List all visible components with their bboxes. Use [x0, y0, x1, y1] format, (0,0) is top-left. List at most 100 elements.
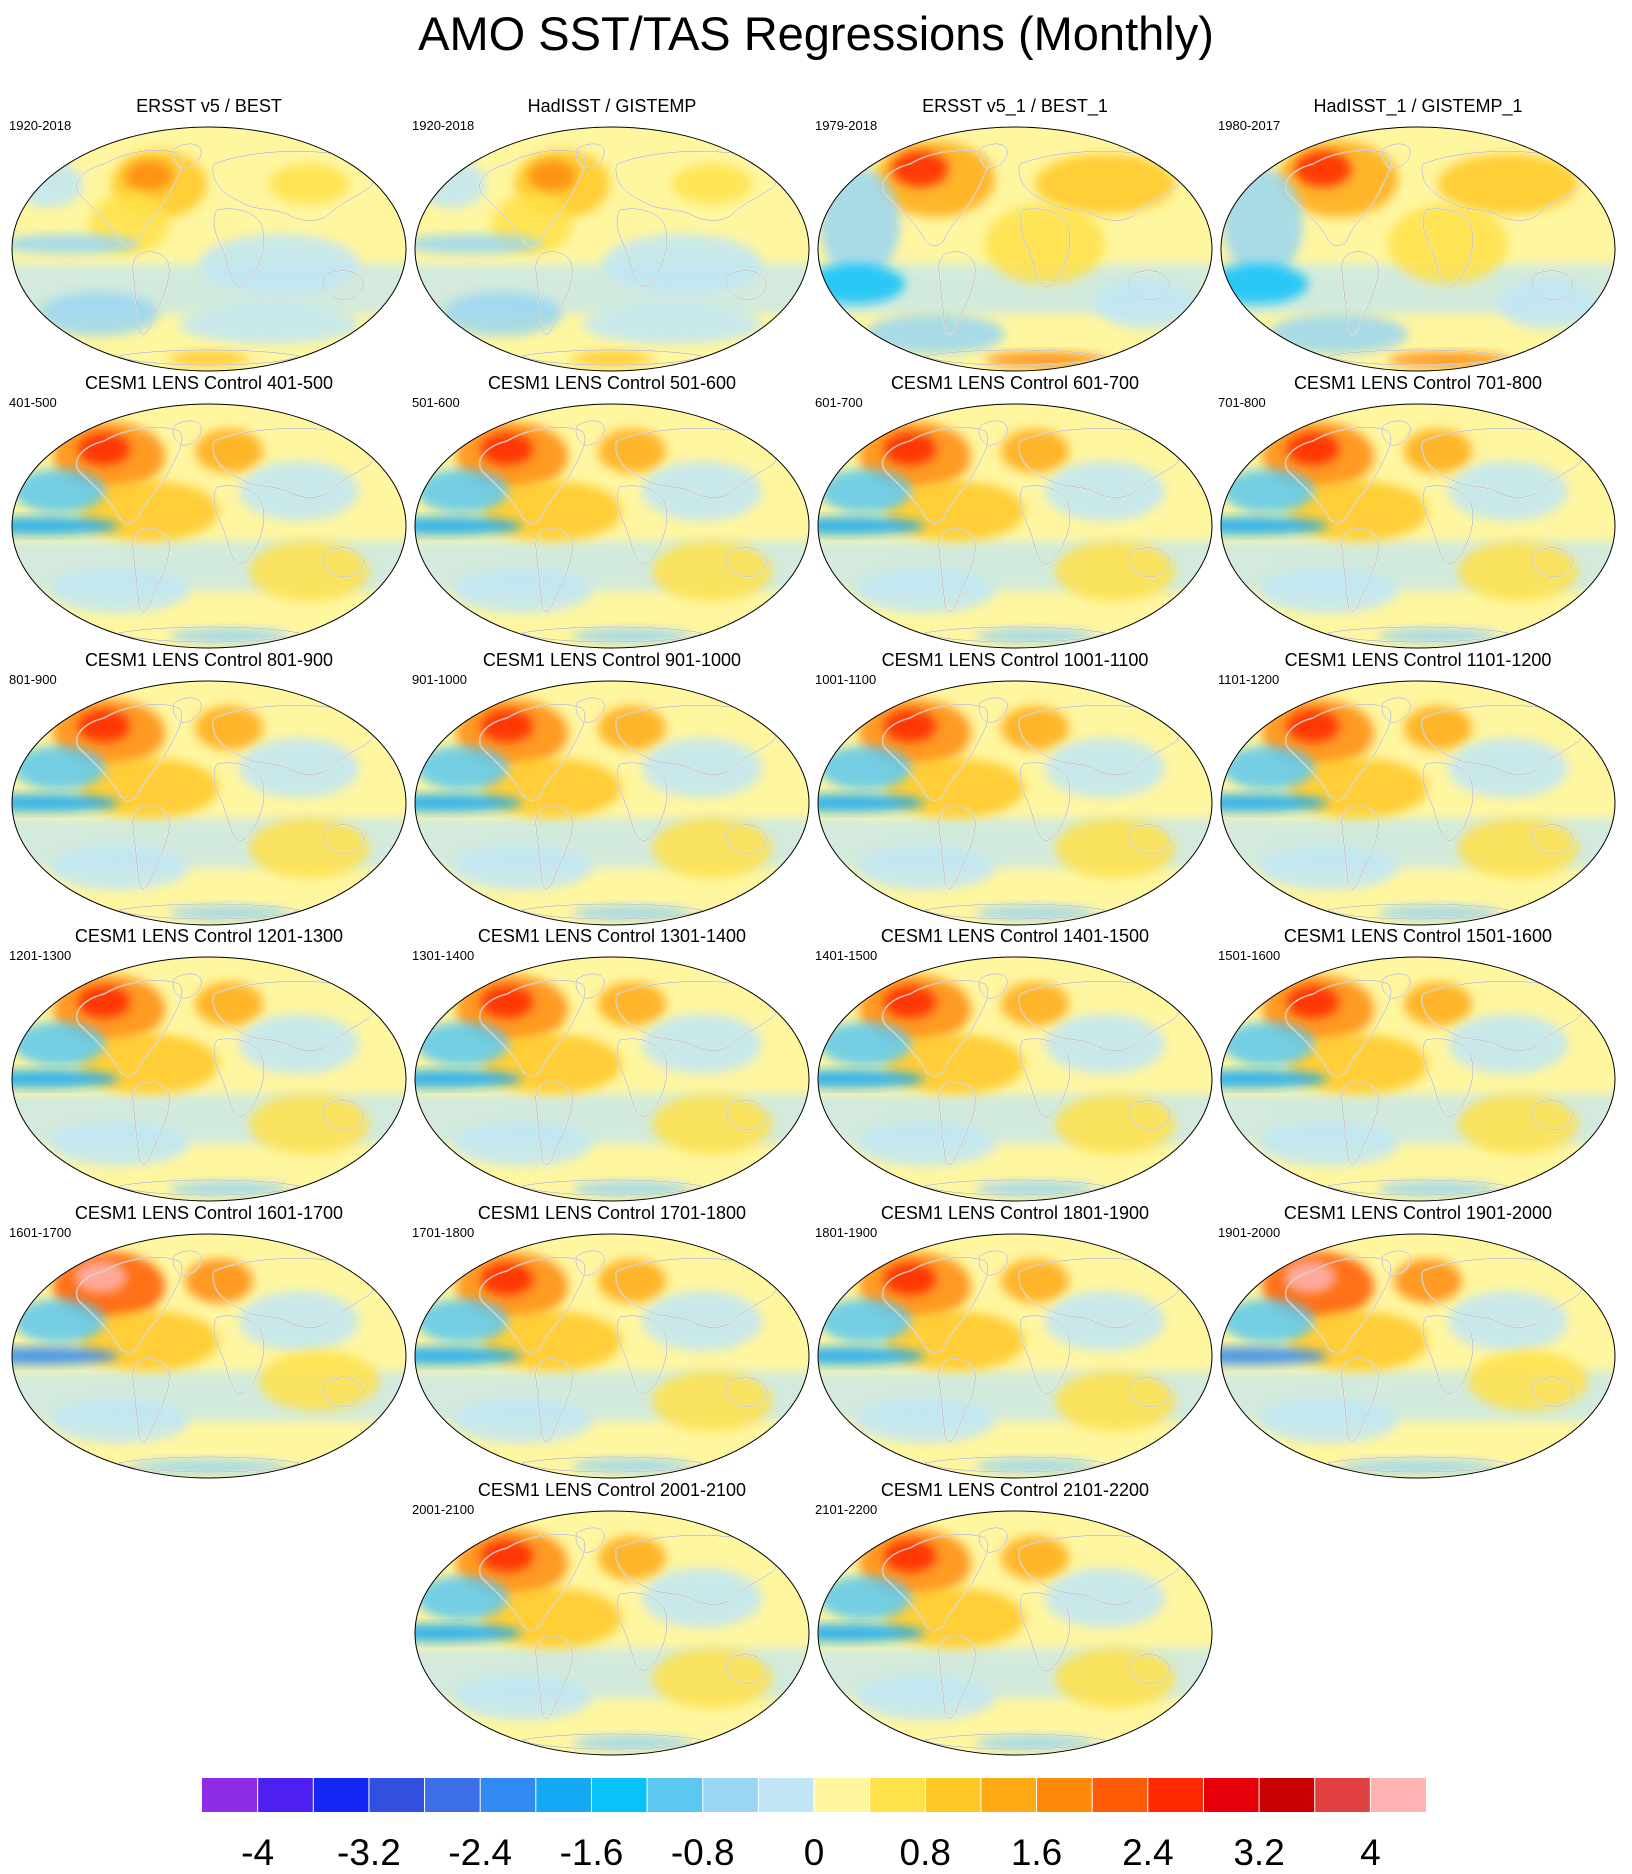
- colorbar-swatch: [758, 1778, 815, 1812]
- world-map: [1220, 126, 1616, 372]
- panel-title: CESM1 LENS Control 401-500: [84, 373, 334, 393]
- world-map: [11, 403, 407, 649]
- map-border: [11, 1233, 407, 1479]
- anomaly-region: [12, 517, 119, 535]
- colorbar-tick-label: 4: [1360, 1832, 1381, 1873]
- anomaly-region: [452, 846, 592, 890]
- coastline-greenland-shade: [978, 973, 1008, 999]
- anomaly-region: [415, 794, 522, 812]
- world-map: [817, 680, 1213, 926]
- map-border: [11, 680, 407, 926]
- anomaly-region: [818, 794, 925, 812]
- world-map: [817, 1510, 1213, 1756]
- anomaly-region: [1404, 706, 1472, 750]
- figure-title: AMO SST/TAS Regressions (Monthly): [418, 7, 1214, 60]
- colorbar-swatch: [1036, 1778, 1093, 1812]
- map-border: [817, 1510, 1213, 1756]
- panel-title: CESM1 LENS Control 1101-1200: [1284, 650, 1552, 670]
- anomaly-region: [49, 569, 189, 613]
- anomaly-region: [415, 517, 522, 535]
- anomaly-region: [78, 986, 130, 1018]
- colorbar-swatch: [1092, 1778, 1149, 1812]
- anomaly-region: [819, 1299, 911, 1343]
- coastline-antarctica-shade: [521, 1456, 703, 1473]
- map-border: [414, 1510, 810, 1756]
- anomaly-region: [892, 151, 948, 187]
- coastline-greenland-shade: [1381, 420, 1411, 446]
- coastline-south-america-shade: [535, 805, 573, 889]
- coastline-africa-shade: [616, 1038, 668, 1117]
- coastline-antarctica-shade: [924, 1456, 1106, 1473]
- map-border: [414, 956, 810, 1202]
- anomaly-region: [12, 234, 139, 254]
- anomaly-region: [1448, 738, 1568, 798]
- anomaly-region: [1287, 710, 1339, 742]
- anomaly-region: [1258, 569, 1398, 613]
- panel-title: CESM1 LENS Control 1701-1800: [477, 1203, 747, 1223]
- anomaly-region: [598, 982, 666, 1026]
- panel-title: HadISST_1 / GISTEMP_1: [1313, 96, 1523, 116]
- coastline-south-america-shade: [938, 528, 976, 612]
- colorbar-swatch: [869, 1778, 926, 1812]
- map-panel: CESM1 LENS Control 601-700 601-700: [815, 373, 1215, 651]
- anomaly-region: [642, 461, 762, 521]
- world-map: [817, 403, 1213, 649]
- coastline-africa-shade: [616, 1315, 668, 1394]
- coastline-greenland-shade: [1381, 973, 1411, 999]
- panel-title: CESM1 LENS Control 701-800: [1293, 373, 1543, 393]
- anomaly-region: [1287, 433, 1339, 465]
- coastline-africa-shade: [213, 762, 265, 841]
- coastline-africa-shade: [1019, 208, 1071, 287]
- coastline-south-america-shade: [535, 251, 573, 335]
- coastline-north-america-shade: [882, 704, 989, 801]
- map-border: [817, 403, 1213, 649]
- map-border: [11, 956, 407, 1202]
- coastline-antarctica-shade: [521, 903, 703, 920]
- coastline-africa-shade: [616, 485, 668, 564]
- map-border: [414, 403, 810, 649]
- anomaly-region: [598, 706, 666, 750]
- coastline-south-america-shade: [132, 1081, 170, 1165]
- panel-period-label: 1301-1400: [412, 948, 475, 963]
- colorbar-tick-label: -3.2: [337, 1832, 401, 1873]
- panel-title: CESM1 LENS Control 1401-1500: [880, 926, 1150, 946]
- anomaly-region: [452, 1399, 592, 1443]
- anomaly-region: [75, 1261, 127, 1293]
- colorbar-tick-labels: -4 -3.2 -2.4 -1.6 -0.8 0 0.8 1.6 2.4 3.2 4: [202, 1832, 1426, 1873]
- coastline-antarctica-shade: [1327, 1179, 1509, 1196]
- coastline-south-america-shade: [1341, 251, 1379, 335]
- anomaly-region: [1045, 1014, 1165, 1074]
- anomaly-region: [819, 746, 911, 790]
- anomaly-region: [416, 746, 508, 790]
- anomaly-region: [1388, 352, 1508, 368]
- panel-period-label: 1920-2018: [412, 118, 475, 133]
- anomaly-region: [819, 1022, 911, 1066]
- anomaly-region: [179, 304, 359, 344]
- colorbar-swatch: [591, 1778, 648, 1812]
- anomaly-region: [1035, 154, 1175, 214]
- panel-title: CESM1 LENS Control 1801-1900: [880, 1203, 1150, 1223]
- colorbar-swatch: [535, 1778, 592, 1812]
- coastline-greenland-shade: [172, 1250, 202, 1276]
- anomaly-region: [1258, 1122, 1398, 1166]
- panel-period-label: 1701-1800: [412, 1225, 475, 1240]
- coastline-south-america-shade: [132, 805, 170, 889]
- map-panel: ERSST v5_1 / BEST_1 1979-2018: [815, 96, 1215, 374]
- coastline-africa-shade: [1019, 1038, 1071, 1117]
- coastline-greenland-shade: [978, 1527, 1008, 1553]
- anomaly-region: [452, 1676, 592, 1720]
- anomaly-region: [1055, 818, 1175, 878]
- world-map: [11, 956, 407, 1202]
- anomaly-region: [416, 469, 508, 513]
- coastline-north-america-shade: [479, 1257, 586, 1354]
- coastline-south-america-shade: [535, 528, 573, 612]
- anomaly-region: [1001, 429, 1069, 473]
- map-panel: CESM1 LENS Control 1801-1900 1801-1900: [815, 1203, 1215, 1481]
- anomaly-region: [239, 1014, 359, 1074]
- coastline-south-america-shade: [938, 1635, 976, 1719]
- world-map: [414, 680, 810, 926]
- coastline-north-america-shade: [882, 980, 989, 1077]
- map-panel: CESM1 LENS Control 801-900 801-900: [9, 650, 409, 928]
- map-border: [817, 956, 1213, 1202]
- coastline-africa-shade: [616, 208, 668, 287]
